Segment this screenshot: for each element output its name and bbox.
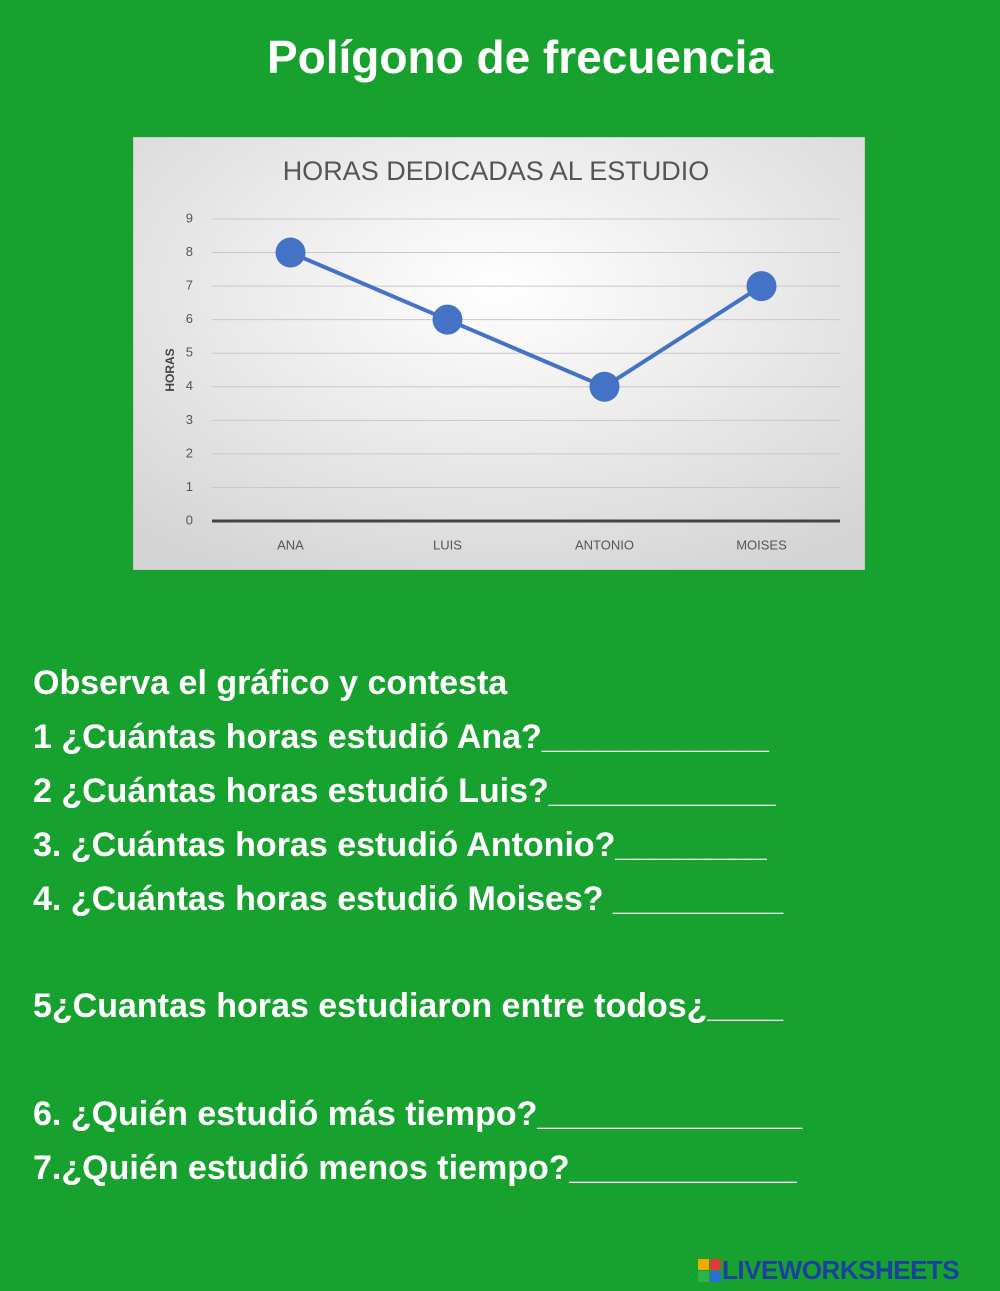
y-axis-label: HORAS: [163, 348, 177, 391]
y-tick-label: 5: [186, 345, 193, 360]
y-tick-label: 2: [186, 445, 193, 460]
question: 1 ¿Cuántas horas estudió Ana?___________…: [33, 718, 769, 756]
y-tick-label: 3: [186, 412, 193, 427]
question: 2 ¿Cuántas horas estudió Luis?__________…: [33, 772, 776, 810]
page-title: Polígono de frecuencia: [266, 31, 774, 83]
data-point: [432, 304, 463, 335]
y-tick-label: 9: [186, 210, 193, 225]
chart: HORAS DEDICADAS AL ESTUDIO HORAS 0 1 2 3 4 5 6…: [133, 137, 865, 570]
x-tick-label: MOISES: [736, 537, 787, 552]
data-line: [289, 250, 763, 390]
footer: LIVEWORKSHEETS: [698, 1255, 960, 1286]
data-point: [275, 237, 306, 268]
y-tick-label: 0: [186, 512, 193, 527]
y-tick-label: 7: [186, 278, 193, 293]
y-tick-label: 1: [186, 479, 193, 494]
question: 5¿Cuantas horas estudiaron entre todos¿_…: [33, 987, 784, 1025]
x-tick-label: ANA: [277, 537, 304, 552]
x-tick-label: ANTONIO: [575, 537, 634, 552]
footer-brand: LIVEWORKSHEETS: [722, 1255, 960, 1285]
question: 7.¿Quién estudió menos tiempo?__________…: [33, 1149, 797, 1187]
y-tick-label: 4: [186, 378, 193, 393]
data-point: [589, 371, 620, 402]
chart-title: HORAS DEDICADAS AL ESTUDIO: [283, 156, 710, 186]
x-tick-label: LUIS: [433, 537, 462, 552]
y-tick-label: 6: [186, 311, 193, 326]
logo-icon: [698, 1258, 721, 1282]
data-point: [746, 271, 777, 302]
question: Observa el gráfico y contesta: [33, 664, 508, 702]
question: 3. ¿Cuántas horas estudió Antonio?______…: [33, 826, 767, 864]
y-tick-label: 8: [186, 244, 193, 259]
question: 4. ¿Cuántas horas estudió Moises? ______…: [33, 880, 784, 918]
question: 6. ¿Quién estudió más tiempo?___________…: [33, 1095, 803, 1133]
